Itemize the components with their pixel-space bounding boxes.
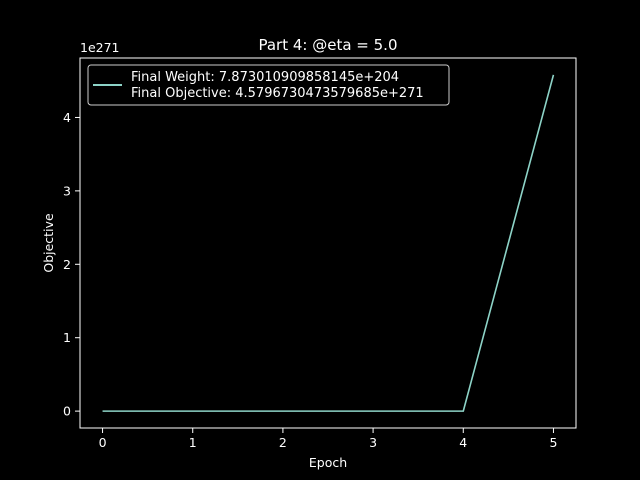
legend: Final Weight: 7.873010909858145e+204 Fin… (87, 64, 450, 106)
y-tick-label: 1 (63, 330, 71, 345)
x-axis: 0 1 2 3 4 5 (99, 428, 557, 450)
axes-frame (79, 57, 577, 429)
y-offset-label: 1e271 (80, 40, 120, 55)
y-tick-label: 3 (63, 183, 71, 198)
legend-box (87, 64, 450, 106)
x-axis-title: Epoch (309, 455, 347, 470)
legend-entry-line1: Final Weight: 7.873010909858145e+204 (131, 70, 399, 85)
x-tick-label: 0 (99, 435, 107, 450)
y-axis-title: Objective (41, 213, 56, 273)
y-tick-label: 4 (63, 110, 71, 125)
y-axis: 0 1 2 3 4 (63, 110, 80, 419)
chart-title: Part 4: @eta = 5.0 (258, 36, 397, 54)
legend-entry-line2: Final Objective: 4.5796730473579685e+271 (131, 86, 424, 101)
x-tick-label: 3 (369, 435, 377, 450)
x-tick-label: 4 (459, 435, 467, 450)
x-tick-label: 1 (189, 435, 197, 450)
plot-area (79, 57, 577, 429)
series-layer (102, 74, 555, 412)
series-line (102, 74, 555, 412)
x-tick-label: 5 (549, 435, 557, 450)
y-tick-label: 2 (63, 257, 71, 272)
x-tick-label: 2 (279, 435, 287, 450)
y-tick-label: 0 (63, 404, 71, 419)
